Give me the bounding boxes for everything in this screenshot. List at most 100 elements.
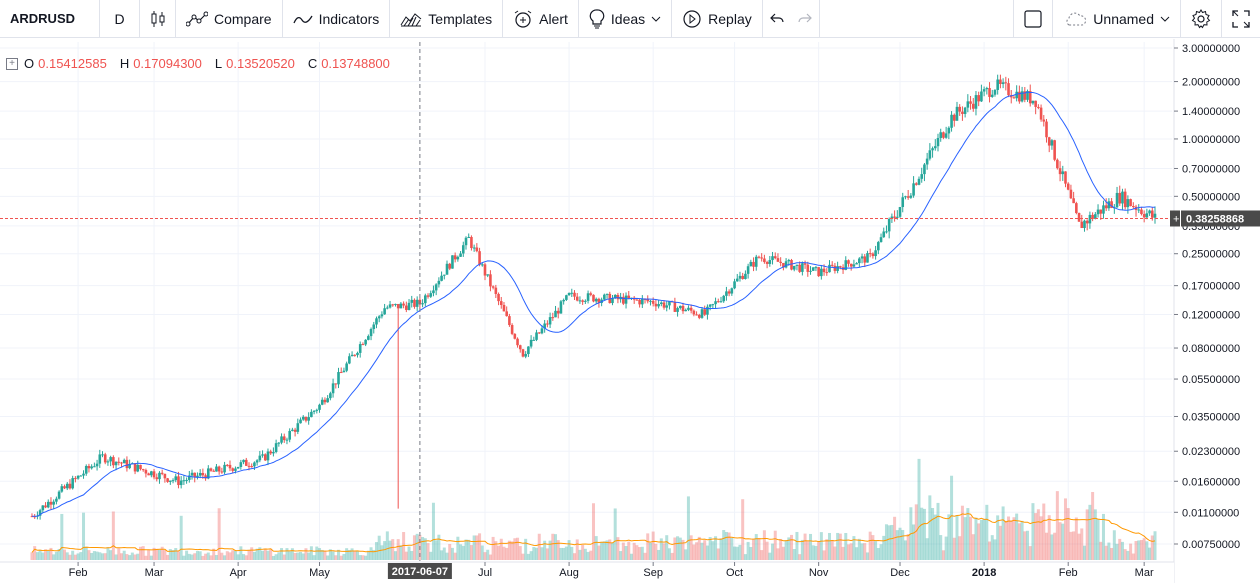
candle-body	[825, 272, 829, 274]
candle-body	[668, 301, 671, 306]
candle-body	[429, 293, 433, 297]
volume-bar	[467, 539, 471, 560]
lightbulb-icon	[589, 8, 605, 29]
volume-bar	[638, 547, 642, 560]
candle-body	[1026, 90, 1029, 100]
templates-button[interactable]: Templates	[390, 0, 504, 38]
candle-body	[551, 317, 555, 319]
candle-body	[1050, 140, 1054, 146]
expand-legend-icon[interactable]: +	[6, 57, 18, 70]
candle-body	[358, 344, 362, 353]
time-tick-label: Oct	[726, 567, 743, 579]
settings-button[interactable]	[1181, 0, 1222, 38]
candle-body	[958, 106, 962, 112]
candle-body	[787, 260, 791, 262]
candle-body	[1140, 209, 1143, 215]
candle-body	[1001, 82, 1005, 85]
candle-body	[1110, 201, 1113, 208]
candle-body	[1047, 137, 1051, 146]
interval-button[interactable]: D	[100, 0, 140, 38]
candle-body	[155, 477, 159, 480]
candle-body	[440, 275, 443, 281]
candle-body	[996, 79, 999, 90]
volume-bar	[383, 541, 387, 560]
candle-body	[537, 332, 541, 334]
undo-button[interactable]	[763, 0, 791, 38]
fullscreen-toggle-button[interactable]	[1013, 0, 1054, 38]
candle-body	[98, 454, 102, 464]
candle-body	[988, 88, 991, 97]
volume-bar	[402, 532, 406, 560]
volume-bar	[605, 540, 609, 560]
volume-bar	[920, 507, 924, 560]
candle-body	[361, 344, 365, 346]
candle-body	[757, 256, 761, 258]
volume-bar	[581, 544, 585, 560]
layout-menu-button[interactable]: Unnamed	[1053, 0, 1181, 38]
redo-button[interactable]	[791, 0, 820, 38]
volume-bar	[198, 551, 202, 560]
candle-body	[1085, 220, 1089, 224]
volume-bar	[187, 553, 191, 560]
volume-bar	[331, 551, 335, 560]
candle-body	[893, 216, 896, 218]
candle-body	[605, 293, 609, 295]
close-value: 0.13748800	[321, 56, 390, 71]
volume-bar	[787, 537, 791, 560]
volume-bar	[784, 540, 788, 560]
candle-body	[158, 472, 161, 480]
candle-body	[828, 264, 831, 273]
fullscreen-button[interactable]	[1222, 0, 1260, 38]
price-chart[interactable]: 3.00000000 2.00000000 1.40000000 1.00000000…	[0, 39, 1260, 583]
crosshair-date-badge	[387, 563, 452, 579]
compare-button[interactable]: Compare	[176, 0, 283, 38]
volume-bar	[708, 537, 712, 560]
candle-body	[763, 258, 766, 263]
ideas-button[interactable]: Ideas	[579, 0, 673, 38]
crosshair-date-label: 2017-06-07	[392, 566, 448, 578]
candle-body	[44, 505, 47, 508]
candle-body	[928, 150, 932, 159]
replay-icon	[682, 9, 702, 29]
volume-bar	[966, 508, 970, 560]
chart-area[interactable]: 3.00000000 2.00000000 1.40000000 1.00000000…	[0, 39, 1260, 583]
candle-body	[1132, 206, 1135, 208]
candle-body	[855, 263, 858, 265]
chevron-down-icon[interactable]	[1160, 16, 1170, 22]
volume-bar	[871, 535, 875, 560]
candle-body	[424, 295, 427, 304]
candle-body	[833, 265, 837, 271]
volume-bar	[318, 548, 322, 560]
volume-bar	[700, 542, 704, 560]
volume-bar	[925, 538, 929, 560]
price-axis-bg	[1175, 39, 1260, 583]
volume-bar	[315, 546, 319, 560]
candle-body	[638, 299, 641, 305]
candle-body	[703, 309, 707, 315]
candle-body	[215, 466, 218, 472]
candle-body	[383, 308, 386, 315]
volume-bar	[958, 536, 962, 560]
symbol-search-button[interactable]: ARDRUSD	[0, 0, 100, 38]
candle-body	[499, 301, 503, 305]
volume-bar	[697, 536, 701, 560]
volume-bar	[456, 536, 460, 560]
volume-bar	[765, 541, 769, 560]
chart-type-button[interactable]	[140, 0, 176, 38]
candle-body	[584, 300, 587, 302]
volume-bar	[703, 540, 707, 560]
replay-button[interactable]: Replay	[672, 0, 763, 38]
chevron-down-icon[interactable]	[651, 16, 661, 22]
volume-bar	[559, 547, 563, 560]
candle-body	[966, 101, 970, 108]
high-value: 0.17094300	[133, 56, 202, 71]
candle-body	[735, 278, 739, 282]
candle-body	[461, 245, 465, 254]
candle-body	[801, 263, 804, 272]
indicators-button[interactable]: Indicators	[283, 0, 391, 38]
alert-button[interactable]: Alert	[503, 0, 579, 38]
volume-bar	[57, 548, 61, 560]
volume-bar	[220, 552, 224, 560]
price-tick-label: 1.00000000	[1182, 134, 1240, 146]
volume-bar	[1123, 549, 1127, 560]
